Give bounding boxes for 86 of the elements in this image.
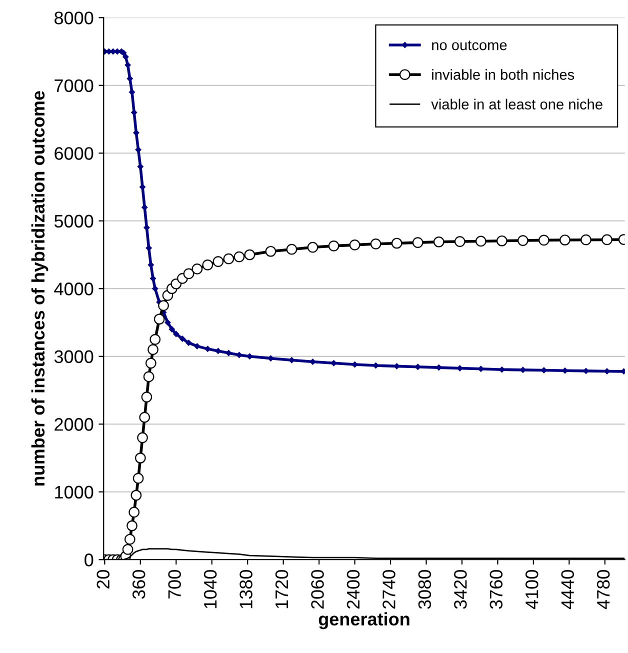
point	[139, 184, 146, 190]
legend-label: no outcome	[432, 40, 507, 50]
x-tick-label: 4780	[596, 570, 610, 610]
point	[194, 343, 200, 350]
point	[143, 371, 154, 382]
point	[126, 520, 138, 532]
point	[223, 253, 234, 264]
point	[244, 249, 256, 260]
y-tick-label: 1000	[55, 486, 94, 499]
legend-label: inviable in both niches	[432, 69, 574, 80]
x-tick-label: 360	[132, 570, 146, 599]
point	[139, 412, 150, 423]
point	[518, 235, 528, 246]
point	[152, 286, 158, 292]
point	[580, 234, 592, 246]
point	[560, 234, 570, 246]
point	[186, 340, 192, 346]
x-tick-label: 1380	[240, 570, 252, 608]
point	[122, 54, 129, 60]
point	[145, 358, 156, 369]
point	[110, 48, 116, 55]
x-tick-label: 4440	[561, 570, 574, 610]
point	[412, 237, 424, 248]
point	[286, 244, 298, 255]
point	[433, 236, 444, 248]
point	[475, 236, 486, 247]
x-tick-label: 2740	[382, 570, 396, 609]
x-tick-label: 1040	[204, 570, 217, 608]
x-tick-label: 3080	[418, 570, 432, 609]
point	[328, 240, 340, 252]
point	[602, 234, 612, 246]
point	[164, 319, 171, 326]
y-tick-label: 8000	[54, 12, 94, 24]
y-tick-label: 2000	[54, 418, 94, 431]
point	[349, 240, 360, 250]
y-tick-label: 7000	[54, 79, 94, 92]
y-tick-label: 3000	[54, 350, 94, 364]
point	[202, 260, 214, 270]
x-tick-label: 20	[96, 570, 110, 589]
point	[158, 300, 169, 311]
point	[496, 235, 508, 246]
point	[454, 236, 466, 247]
point	[154, 314, 165, 325]
x-tick-label: 4100	[525, 570, 538, 610]
point	[183, 268, 194, 280]
x-tick-label: 2060	[311, 570, 324, 609]
x-tick-label: 1720	[275, 570, 288, 608]
point	[114, 48, 120, 55]
point	[212, 256, 224, 267]
x-axis-title: generation	[318, 612, 410, 630]
point	[124, 534, 136, 545]
point	[134, 452, 146, 464]
point	[150, 334, 161, 345]
legend-label: viable in at least one niche	[431, 98, 602, 110]
point	[122, 544, 134, 555]
point	[234, 251, 245, 262]
point	[141, 392, 152, 402]
y-tick-label: 6000	[54, 147, 94, 160]
point	[179, 336, 186, 342]
point	[538, 234, 550, 246]
point	[370, 238, 382, 250]
point	[265, 246, 276, 257]
point	[173, 331, 180, 338]
point	[128, 506, 140, 518]
point	[137, 432, 148, 444]
point	[352, 361, 358, 368]
y-tick-label: 5000	[54, 214, 94, 228]
point	[132, 472, 144, 484]
y-axis-title: number of instances of hybridization outcome	[31, 91, 48, 486]
x-tick-label: 700	[168, 570, 181, 599]
x-tick-label: 2400	[346, 570, 360, 609]
point	[307, 242, 318, 253]
point	[391, 238, 402, 249]
point	[130, 490, 142, 501]
point	[192, 264, 203, 274]
y-tick-label: 0	[84, 554, 94, 566]
point	[135, 146, 142, 153]
x-tick-label: 3760	[490, 570, 503, 609]
x-tick-label: 3420	[454, 570, 467, 609]
point	[106, 48, 112, 55]
point	[168, 326, 175, 332]
point	[148, 344, 158, 356]
y-tick-label: 4000	[54, 282, 94, 296]
point	[215, 348, 222, 354]
point	[226, 350, 232, 356]
point	[128, 89, 136, 96]
